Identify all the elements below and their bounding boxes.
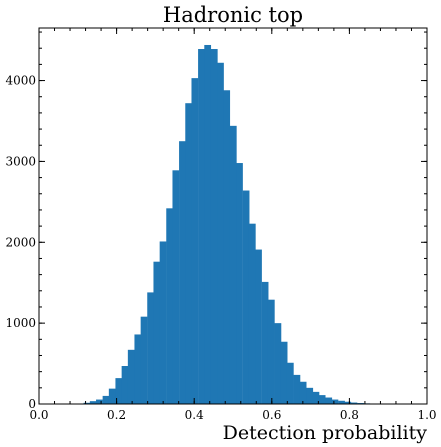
- histogram-bar: [96, 399, 103, 404]
- y-tick-label: 3000: [5, 154, 36, 168]
- histogram-bar: [318, 395, 326, 404]
- y-tick-label: 2000: [5, 235, 36, 249]
- y-tick-label: 1000: [5, 316, 36, 330]
- histogram-bar: [236, 163, 243, 404]
- histogram-bar: [242, 190, 250, 404]
- histogram-bar: [248, 223, 256, 404]
- y-tick-label: 4000: [5, 74, 36, 88]
- histogram-bar: [312, 391, 320, 404]
- histogram-bar: [267, 299, 275, 404]
- histogram-bar: [121, 366, 129, 404]
- histogram-bar: [223, 90, 231, 404]
- x-tick-label: 0.0: [29, 408, 48, 422]
- x-tick-label: 1.0: [417, 408, 436, 422]
- histogram-bar: [127, 349, 135, 404]
- histogram-bar: [229, 125, 237, 404]
- histogram-bar: [140, 316, 148, 404]
- histogram-bar: [89, 401, 97, 404]
- histogram-bar: [338, 400, 345, 404]
- histogram-bar: [166, 208, 174, 404]
- x-tick-label: 0.8: [340, 408, 359, 422]
- x-axis-label: Detection probability: [223, 422, 428, 444]
- histogram-bar: [306, 387, 314, 404]
- histogram-bar: [331, 399, 339, 404]
- x-tick-label: 0.2: [107, 408, 126, 422]
- histogram-bar: [185, 103, 193, 404]
- histogram-bar: [293, 374, 301, 404]
- histogram-bar: [83, 402, 91, 404]
- histogram-bar: [198, 49, 205, 405]
- histogram-bar: [210, 49, 218, 405]
- histogram-bar: [179, 141, 186, 404]
- histogram-bar: [280, 341, 288, 404]
- y-tick-label: 0: [28, 397, 36, 411]
- histogram-bar: [191, 78, 199, 404]
- histogram-bar: [147, 292, 155, 404]
- histogram-bars: [77, 44, 390, 405]
- histogram-bar: [255, 249, 262, 404]
- x-tick-label: 0.6: [262, 408, 281, 422]
- histogram-bar: [159, 241, 167, 404]
- histogram-bar: [102, 395, 110, 404]
- histogram-bar: [108, 388, 116, 404]
- histogram-bar: [299, 381, 307, 404]
- chart-title: Hadronic top: [163, 3, 303, 27]
- histogram-bar: [153, 261, 161, 404]
- x-tick-label: 0.4: [185, 408, 204, 422]
- histogram-bar: [115, 378, 123, 404]
- histogram-bar: [350, 402, 358, 404]
- histogram-bar: [286, 362, 294, 404]
- histogram-bar: [134, 334, 142, 404]
- plot-frame: [38, 27, 428, 405]
- histogram-bar: [217, 62, 224, 405]
- histogram-bar: [172, 170, 180, 404]
- histogram-bar: [274, 323, 282, 404]
- histogram-bar: [325, 397, 333, 404]
- histogram-bar: [261, 281, 269, 404]
- histogram-bar: [204, 44, 212, 404]
- histogram-bar: [344, 401, 352, 404]
